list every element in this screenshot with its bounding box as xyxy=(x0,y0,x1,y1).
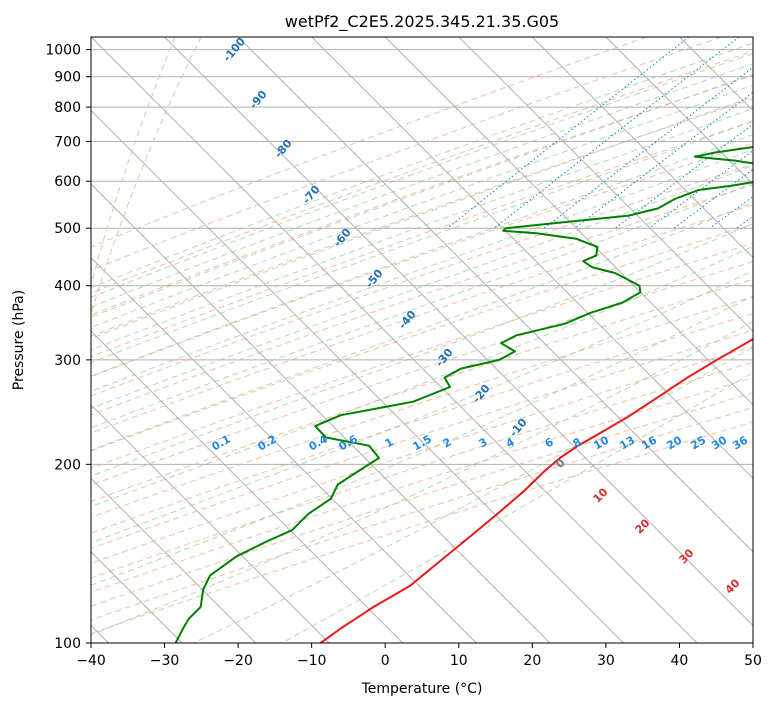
y-tick-label: 700 xyxy=(54,134,81,150)
moist-adiabat-line xyxy=(193,346,753,643)
dry-adiabat-line xyxy=(91,329,753,549)
dry-adiabat-line xyxy=(91,313,753,534)
isotherm-line xyxy=(164,37,753,627)
temperature-line xyxy=(319,337,753,643)
y-tick-label: 900 xyxy=(54,70,81,86)
dry-adiabat-line xyxy=(91,260,753,486)
moist-adiabat-line xyxy=(91,223,753,477)
plot-background xyxy=(91,37,753,643)
y-tick-label: 300 xyxy=(54,353,81,369)
x-axis-label: Temperature (°C) xyxy=(361,681,483,697)
dewpoint-line xyxy=(174,145,753,643)
moist-adiabat-line xyxy=(91,201,753,451)
x-tick-label: 30 xyxy=(597,653,615,669)
y-axis-label: Pressure (hPa) xyxy=(11,290,27,390)
moist-adiabat-line xyxy=(91,84,753,329)
dry-adiabat-line xyxy=(91,74,753,316)
dry-adiabat-line xyxy=(91,223,753,452)
y-tick-label: 100 xyxy=(54,636,81,652)
moist-adiabat-line xyxy=(91,134,753,377)
plot-frame xyxy=(90,36,754,644)
isotherm-line xyxy=(605,37,753,185)
x-tick-label: 50 xyxy=(744,653,762,669)
y-tick-label: 800 xyxy=(54,100,81,116)
moist-adiabat-line xyxy=(91,120,753,364)
dry-adiabat-line xyxy=(91,163,753,397)
y-tick-label: 200 xyxy=(54,457,81,473)
x-tick-label: 10 xyxy=(450,653,468,669)
isotherm-line xyxy=(91,37,698,643)
isotherm-line xyxy=(237,37,753,553)
x-tick-label: −40 xyxy=(76,653,106,669)
isotherm-line xyxy=(311,37,753,480)
isotherm-line xyxy=(91,183,551,643)
chart-title: wetPf2_C2E5.2025.345.21.35.G05 xyxy=(285,12,559,32)
dry-adiabat-line xyxy=(91,361,753,579)
moist-adiabat-line xyxy=(91,73,753,318)
x-tick-label: 40 xyxy=(671,653,689,669)
isotherm-line xyxy=(91,109,624,643)
x-tick-label: −30 xyxy=(150,653,180,669)
dry-adiabat-line xyxy=(91,37,647,248)
x-tick-label: −20 xyxy=(223,653,253,669)
isotherm-line xyxy=(458,37,753,332)
dry-adiabat-line xyxy=(91,278,753,502)
mixing-ratio-line xyxy=(543,66,753,229)
background-arc-line xyxy=(91,37,176,287)
moist-adiabat-line xyxy=(91,182,753,429)
moist-adiabat-line xyxy=(91,52,753,298)
x-tick-label: 20 xyxy=(523,653,541,669)
y-tick-label: 1000 xyxy=(45,43,81,59)
x-tick-label: −10 xyxy=(297,653,327,669)
moist-adiabat-line xyxy=(91,164,753,409)
x-tick-label: 0 xyxy=(381,653,390,669)
moist-adiabat-line xyxy=(91,321,753,636)
dry-adiabat-line xyxy=(91,392,753,607)
isotherm-line xyxy=(384,37,753,406)
isotherm-line xyxy=(752,37,753,38)
dry-adiabat-line xyxy=(91,120,753,358)
moist-adiabat-line xyxy=(91,96,753,339)
dry-adiabat-line xyxy=(91,142,753,378)
y-tick-label: 400 xyxy=(54,279,81,295)
mixing-ratio-line xyxy=(493,37,740,229)
isotherm-line xyxy=(91,477,257,643)
isotherm-line xyxy=(91,256,477,643)
mixing-ratio-line xyxy=(574,91,753,229)
isotherm-line xyxy=(531,37,753,259)
y-tick-label: 600 xyxy=(54,174,81,190)
isotherm-line xyxy=(91,330,404,643)
isotherm-line xyxy=(91,404,330,643)
dry-adiabat-line xyxy=(91,98,753,337)
dry-adiabat-line xyxy=(91,50,753,294)
y-tick-label: 500 xyxy=(54,221,81,237)
moist-adiabat-line xyxy=(91,63,753,308)
